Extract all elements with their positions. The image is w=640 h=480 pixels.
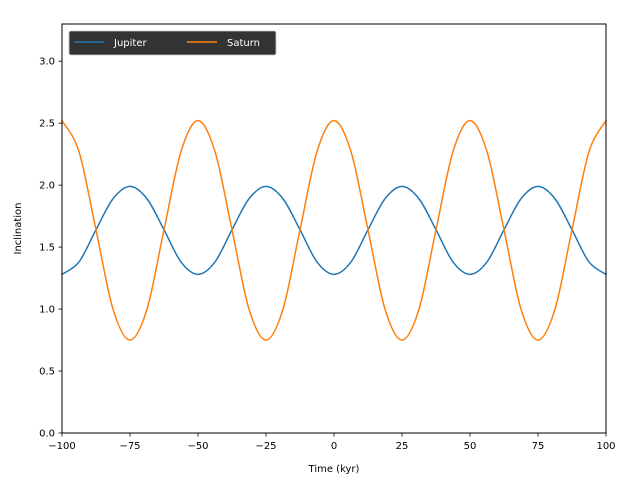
y-tick-label: 2.5	[39, 119, 55, 130]
y-tick-label: 0.0	[39, 429, 55, 440]
x-tick-label: −100	[48, 441, 75, 452]
plot-area	[62, 24, 606, 433]
legend-label-saturn: Saturn	[227, 38, 260, 49]
y-tick-label: 0.5	[39, 367, 55, 378]
series-line-saturn	[60, 119, 608, 341]
x-tick-label: 0	[331, 441, 337, 452]
x-tick-label: 25	[396, 441, 409, 452]
x-tick-label: 100	[596, 441, 615, 452]
legend: Jupiter Saturn	[68, 30, 277, 56]
x-tick-label: −25	[255, 441, 276, 452]
legend-label-jupiter: Jupiter	[113, 38, 147, 49]
series-line-jupiter	[60, 185, 608, 276]
x-axis: −100 −75 −50 −25 0 25 50 75 100	[48, 433, 616, 452]
x-tick-label: −75	[119, 441, 140, 452]
y-tick-label: 1.0	[39, 305, 55, 316]
legend-box	[68, 30, 277, 56]
y-axis: 0.0 0.5 1.0 1.5 2.0 2.5 3.0	[39, 57, 62, 440]
x-tick-label: 50	[464, 441, 477, 452]
y-axis-label: Inclination	[13, 203, 24, 255]
x-tick-label: −50	[187, 441, 208, 452]
y-tick-label: 1.5	[39, 243, 55, 254]
series-layer	[60, 119, 608, 341]
x-axis-label: Time (kyr)	[308, 464, 360, 475]
y-tick-label: 2.0	[39, 181, 55, 192]
x-tick-label: 75	[532, 441, 545, 452]
y-tick-label: 3.0	[39, 57, 55, 68]
